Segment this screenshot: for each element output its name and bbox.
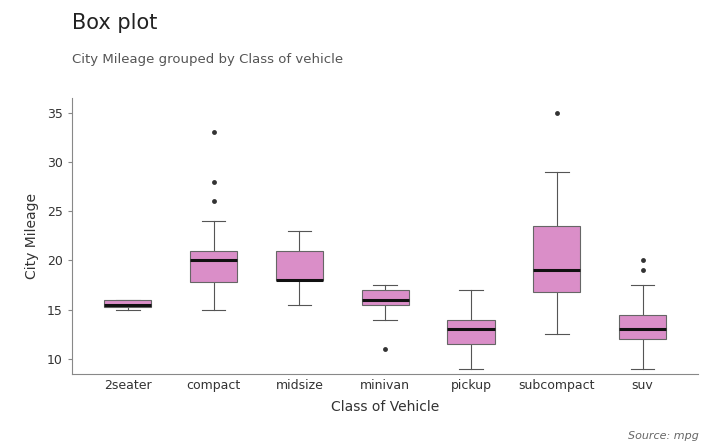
PathPatch shape <box>534 226 580 292</box>
PathPatch shape <box>104 300 151 307</box>
PathPatch shape <box>361 290 409 305</box>
Y-axis label: City Mileage: City Mileage <box>24 193 39 279</box>
Text: Source: mpg: Source: mpg <box>628 431 698 441</box>
PathPatch shape <box>447 320 495 344</box>
Text: City Mileage grouped by Class of vehicle: City Mileage grouped by Class of vehicle <box>72 53 343 66</box>
Text: Box plot: Box plot <box>72 13 158 33</box>
PathPatch shape <box>190 251 237 282</box>
PathPatch shape <box>619 315 666 339</box>
X-axis label: Class of Vehicle: Class of Vehicle <box>331 400 439 414</box>
PathPatch shape <box>276 251 323 280</box>
